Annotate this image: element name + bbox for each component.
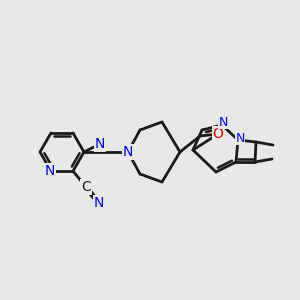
Text: N: N: [218, 116, 228, 128]
Text: N: N: [123, 145, 133, 159]
Text: O: O: [213, 127, 224, 141]
Text: N: N: [95, 137, 105, 151]
Text: N: N: [235, 131, 245, 145]
Text: C: C: [81, 180, 91, 194]
Text: N: N: [45, 164, 55, 178]
Text: N: N: [94, 196, 104, 210]
